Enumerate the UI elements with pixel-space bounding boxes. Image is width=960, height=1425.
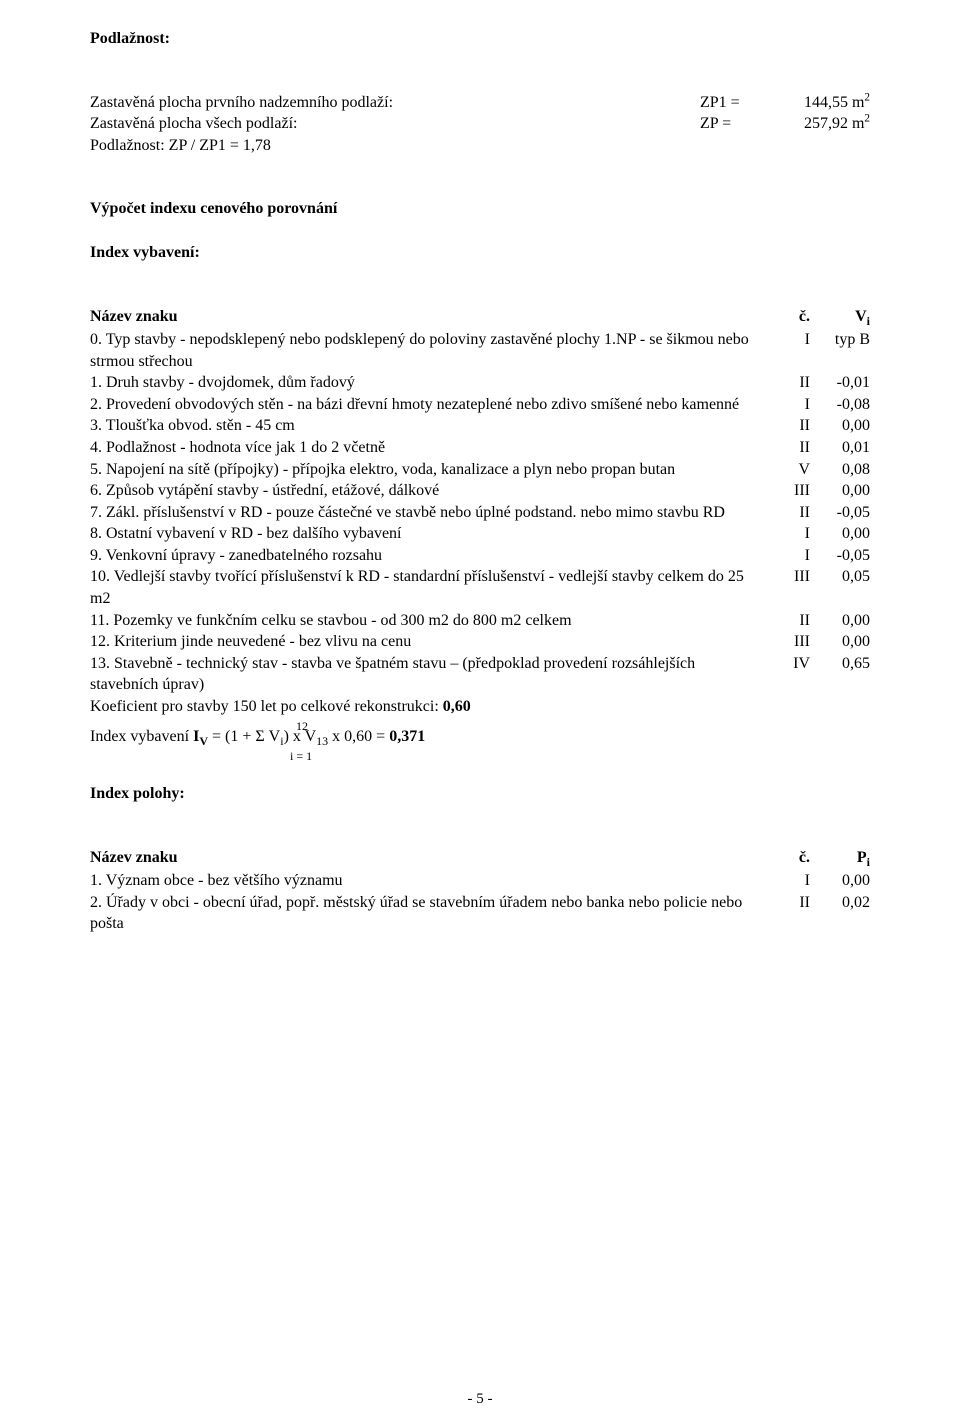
row-value: 0,00	[810, 610, 870, 632]
table-body-polohy: 1. Význam obce - bez většího významuI0,0…	[90, 870, 870, 935]
row-class: I	[750, 394, 810, 416]
table-header-vybaveni: Název znaku č. Vi	[90, 306, 870, 329]
table-row: 8. Ostatní vybavení v RD - bez dalšího v…	[90, 523, 870, 545]
row-value: 0,00	[810, 523, 870, 545]
table-row: 1. Význam obce - bez většího významuI0,0…	[90, 870, 870, 892]
row-value: 0,00	[810, 870, 870, 892]
table-row: 3. Tloušťka obvod. stěn - 45 cmII0,00	[90, 415, 870, 437]
table-body-vybaveni: 0. Typ stavby - nepodsklepený nebo podsk…	[90, 329, 870, 696]
heading-podlaznost: Podlažnost:	[90, 28, 870, 50]
row-text: 1. Druh stavby - dvojdomek, dům řadový	[90, 372, 750, 394]
header-nazev: Název znaku	[90, 306, 770, 328]
row-class: IV	[750, 653, 810, 675]
row-text: 5. Napojení na sítě (přípojky) - přípojk…	[90, 459, 750, 481]
row-class: III	[750, 566, 810, 588]
table-row: 9. Venkovní úpravy - zanedbatelného rozs…	[90, 545, 870, 567]
table-row: 13. Stavebně - technický stav - stavba v…	[90, 653, 870, 696]
row-text: 0. Typ stavby - nepodsklepený nebo podsk…	[90, 329, 750, 372]
area-mid: ZP =	[700, 113, 760, 135]
row-class: II	[750, 610, 810, 632]
row-text: 2. Úřady v obci - obecní úřad, popř. měs…	[90, 892, 750, 935]
row-class: III	[750, 480, 810, 502]
table-row: 2. Úřady v obci - obecní úřad, popř. měs…	[90, 892, 870, 935]
row-class: I	[750, 870, 810, 892]
row-text: 13. Stavebně - technický stav - stavba v…	[90, 653, 750, 696]
table-row: 2. Provedení obvodových stěn - na bázi d…	[90, 394, 870, 416]
row-text: 2. Provedení obvodových stěn - na bázi d…	[90, 394, 750, 416]
table-row: 6. Způsob vytápění stavby - ústřední, et…	[90, 480, 870, 502]
row-text: 1. Význam obce - bez většího významu	[90, 870, 750, 892]
area-mid: ZP1 =	[700, 92, 760, 114]
table-row: 12. Kriterium jinde neuvedené - bez vliv…	[90, 631, 870, 653]
area-label: Zastavěná plocha všech podlaží:	[90, 113, 700, 135]
header-vi: Vi	[810, 306, 870, 329]
row-text: 9. Venkovní úpravy - zanedbatelného rozs…	[90, 545, 750, 567]
sum-upper: 12	[296, 718, 308, 734]
table-row: 1. Druh stavby - dvojdomek, dům řadovýII…	[90, 372, 870, 394]
header-nazev-2: Název znaku	[90, 847, 770, 869]
row-text: 11. Pozemky ve funkčním celku se stavbou…	[90, 610, 750, 632]
page-number: - 5 -	[0, 1389, 960, 1409]
heading-vypocet: Výpočet indexu cenového porovnání	[90, 198, 870, 220]
area-row: Zastavěná plocha prvního nadzemního podl…	[90, 92, 870, 114]
header-c: č.	[770, 306, 810, 328]
row-class: V	[750, 459, 810, 481]
row-value: 0,05	[810, 566, 870, 588]
row-value: -0,05	[810, 545, 870, 567]
header-pi: Pi	[810, 847, 870, 870]
row-value: 0,08	[810, 459, 870, 481]
row-class: I	[750, 523, 810, 545]
row-value: -0,01	[810, 372, 870, 394]
table-row: 11. Pozemky ve funkčním celku se stavbou…	[90, 610, 870, 632]
table-row: 7. Zákl. příslušenství v RD - pouze část…	[90, 502, 870, 524]
page: Podlažnost: Zastavěná plocha prvního nad…	[0, 0, 960, 1425]
row-class: II	[750, 415, 810, 437]
table-row: 4. Podlažnost - hodnota více jak 1 do 2 …	[90, 437, 870, 459]
row-text: 8. Ostatní vybavení v RD - bez dalšího v…	[90, 523, 750, 545]
row-value: -0,08	[810, 394, 870, 416]
row-class: II	[750, 437, 810, 459]
row-value: 0,65	[810, 653, 870, 675]
row-class: II	[750, 372, 810, 394]
area-val: 257,92 m2	[760, 113, 870, 135]
area-val: 144,55 m2	[760, 92, 870, 114]
formula-line: Index vybavení IV = (1 + Σ Vi) x V13 x 0…	[90, 726, 870, 749]
row-value: 0,02	[810, 892, 870, 914]
row-class: II	[750, 502, 810, 524]
row-class: II	[750, 892, 810, 914]
table-row: 5. Napojení na sítě (přípojky) - přípojk…	[90, 459, 870, 481]
row-text: 3. Tloušťka obvod. stěn - 45 cm	[90, 415, 750, 437]
table-header-polohy: Název znaku č. Pi	[90, 847, 870, 870]
header-c-2: č.	[770, 847, 810, 869]
table-row: 10. Vedlejší stavby tvořící příslušenstv…	[90, 566, 870, 609]
sum-lower: i = 1	[290, 748, 312, 764]
row-value: -0,05	[810, 502, 870, 524]
row-class: III	[750, 631, 810, 653]
row-text: 12. Kriterium jinde neuvedené - bez vliv…	[90, 631, 750, 653]
formula-index-vybaveni: 12 Index vybavení IV = (1 + Σ Vi) x V13 …	[90, 726, 870, 749]
row-class: I	[750, 329, 810, 351]
heading-index-polohy: Index polohy:	[90, 783, 870, 805]
area-rows: Zastavěná plocha prvního nadzemního podl…	[90, 92, 870, 135]
row-text: 10. Vedlejší stavby tvořící příslušenstv…	[90, 566, 750, 609]
row-class: I	[750, 545, 810, 567]
row-value: 0,00	[810, 480, 870, 502]
row-text: 7. Zákl. příslušenství v RD - pouze část…	[90, 502, 750, 524]
row-value: typ B	[810, 329, 870, 351]
row-text: 6. Způsob vytápění stavby - ústřední, et…	[90, 480, 750, 502]
table-row: 0. Typ stavby - nepodsklepený nebo podsk…	[90, 329, 870, 372]
row-value: 0,01	[810, 437, 870, 459]
row-value: 0,00	[810, 631, 870, 653]
row-text: 4. Podlažnost - hodnota více jak 1 do 2 …	[90, 437, 750, 459]
podlaznost-line: Podlažnost: ZP / ZP1 = 1,78	[90, 135, 870, 157]
area-row: Zastavěná plocha všech podlaží:ZP =257,9…	[90, 113, 870, 135]
heading-index-vybaveni: Index vybavení:	[90, 242, 870, 264]
koeficient-line: Koeficient pro stavby 150 let po celkové…	[90, 696, 870, 718]
area-label: Zastavěná plocha prvního nadzemního podl…	[90, 92, 700, 114]
row-value: 0,00	[810, 415, 870, 437]
